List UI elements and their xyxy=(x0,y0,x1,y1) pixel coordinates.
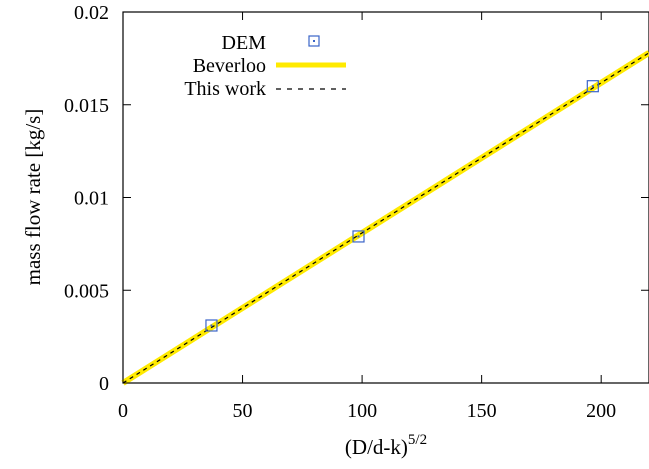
y-tick-label: 0.015 xyxy=(64,95,109,117)
legend-marker-dem xyxy=(308,35,320,47)
x-tick-label: 150 xyxy=(467,400,497,422)
legend: DEM Beverloo This work xyxy=(184,32,346,100)
data-point-dem xyxy=(352,230,365,243)
y-axis: 0 0.005 0.01 0.015 0.02 xyxy=(64,2,649,395)
x-tick-label: 0 xyxy=(118,400,128,422)
data-point-dem-center xyxy=(591,85,594,88)
series-line-beverloo xyxy=(121,50,649,386)
y-tick-label: 0.02 xyxy=(74,2,109,24)
x-axis-label: (D/d-k)5/2 xyxy=(345,432,427,459)
x-axis: 0 50 100 150 200 xyxy=(118,12,616,422)
data-point-dem-center xyxy=(357,235,360,238)
x-axis-label-exponent: 5/2 xyxy=(408,432,427,448)
y-axis-label: mass flow rate [kg/s] xyxy=(21,109,45,286)
y-tick-label: 0 xyxy=(99,373,109,395)
legend-label-dem: DEM xyxy=(222,32,267,54)
legend-label-this-work: This work xyxy=(184,78,266,100)
x-axis-label-base: (D/d-k) xyxy=(345,435,408,459)
data-point-dem xyxy=(205,319,218,332)
x-tick-label: 50 xyxy=(233,400,253,422)
legend-label-beverloo: Beverloo xyxy=(193,55,266,77)
plot-area xyxy=(121,50,649,386)
y-tick-label: 0.01 xyxy=(74,188,109,210)
x-tick-label: 200 xyxy=(586,400,616,422)
data-point-dem-center xyxy=(210,324,213,327)
x-tick-label: 100 xyxy=(347,400,377,422)
legend-marker-dem-dot xyxy=(313,40,315,42)
data-point-dem xyxy=(586,80,599,93)
y-tick-label: 0.005 xyxy=(64,280,109,302)
